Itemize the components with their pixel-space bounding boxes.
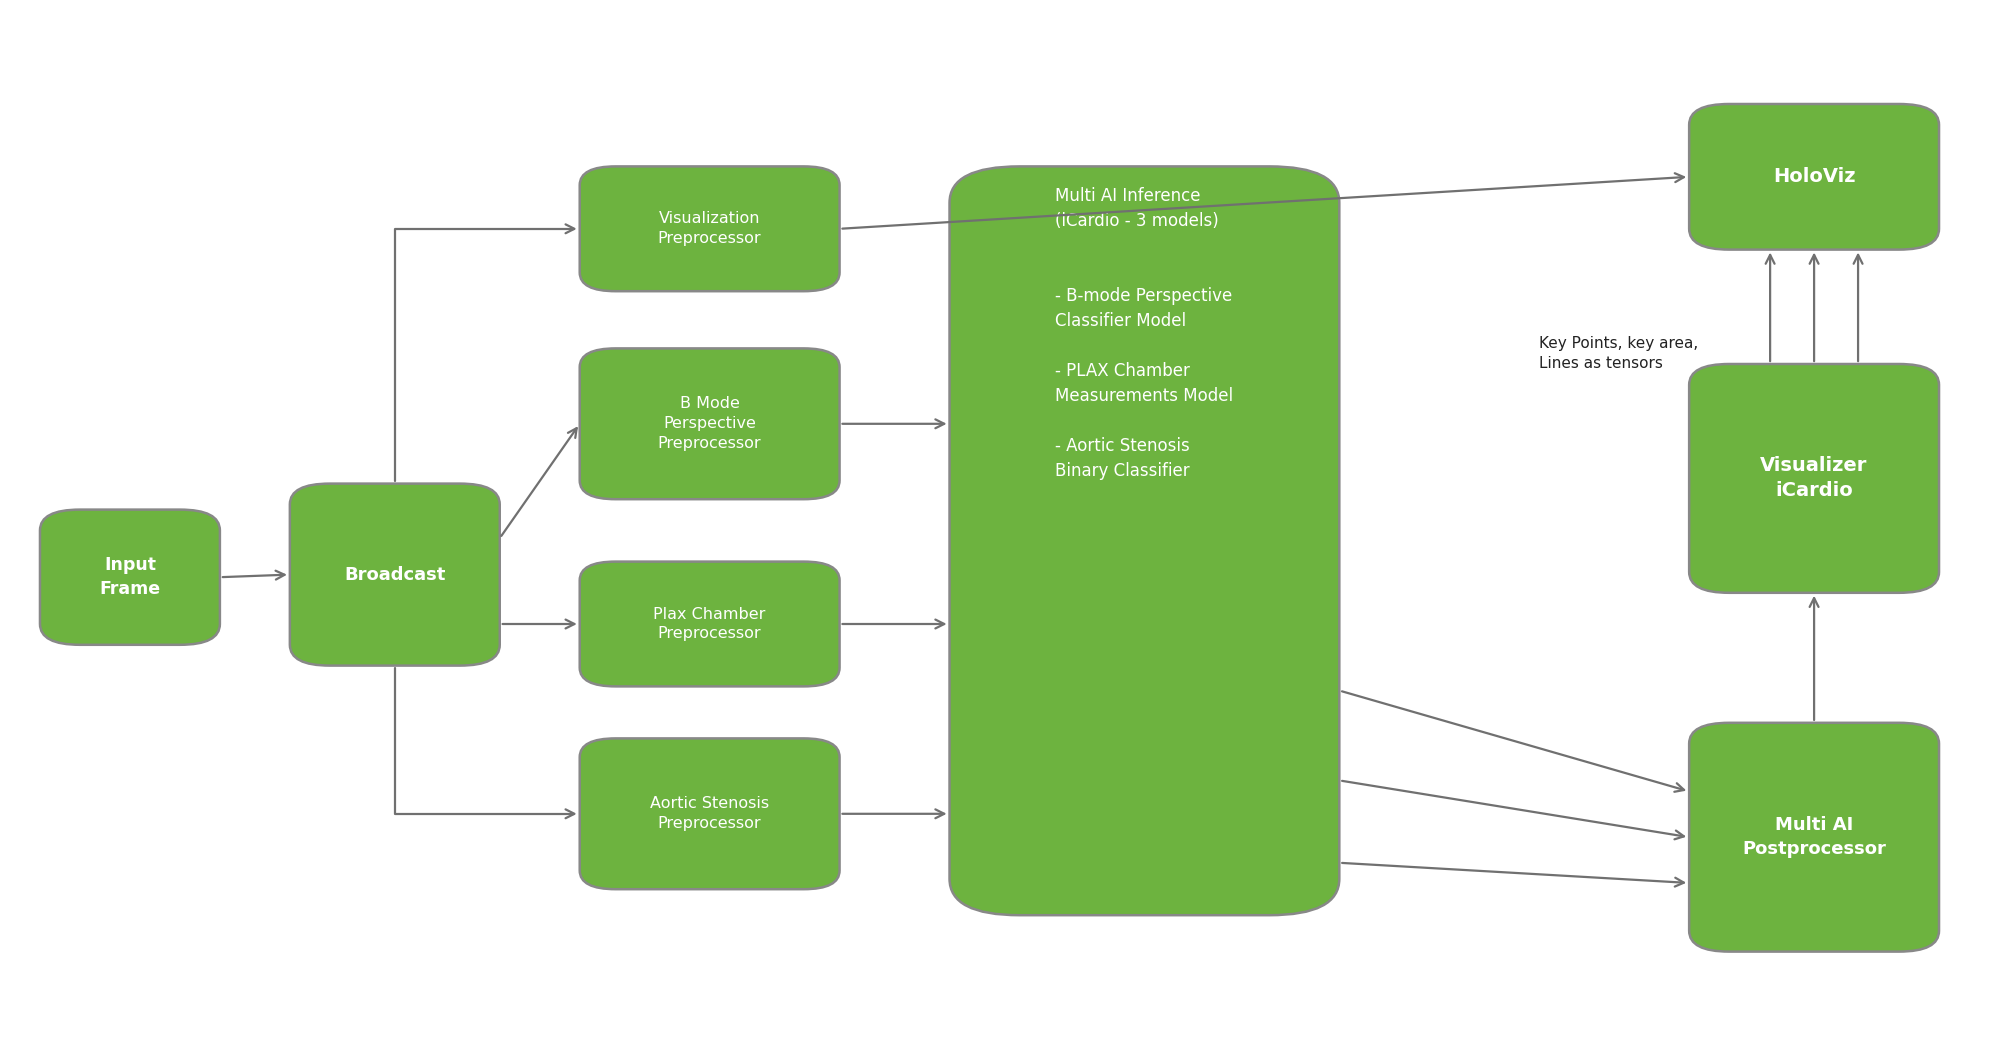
FancyBboxPatch shape [579, 166, 839, 291]
Text: Aortic Stenosis
Preprocessor: Aortic Stenosis Preprocessor [649, 797, 769, 831]
Text: Broadcast: Broadcast [344, 566, 446, 583]
Text: Multi AI Inference
(iCardio - 3 models)


- B-mode Perspective
Classifier Model
: Multi AI Inference (iCardio - 3 models) … [1055, 187, 1233, 480]
Text: Visualization
Preprocessor: Visualization Preprocessor [657, 211, 761, 246]
FancyBboxPatch shape [40, 510, 220, 645]
FancyBboxPatch shape [1688, 723, 1938, 952]
FancyBboxPatch shape [949, 166, 1339, 915]
FancyBboxPatch shape [1688, 104, 1938, 250]
FancyBboxPatch shape [579, 562, 839, 686]
Text: Input
Frame: Input Frame [100, 556, 160, 598]
FancyBboxPatch shape [579, 738, 839, 889]
Text: Multi AI
Postprocessor: Multi AI Postprocessor [1742, 816, 1884, 858]
FancyBboxPatch shape [1688, 364, 1938, 593]
Text: Visualizer
iCardio: Visualizer iCardio [1760, 457, 1866, 500]
Text: B Mode
Perspective
Preprocessor: B Mode Perspective Preprocessor [657, 396, 761, 451]
Text: Plax Chamber
Preprocessor: Plax Chamber Preprocessor [653, 606, 765, 642]
FancyBboxPatch shape [290, 484, 500, 666]
Text: Key Points, key area,
Lines as tensors: Key Points, key area, Lines as tensors [1538, 336, 1698, 371]
Text: HoloViz: HoloViz [1772, 167, 1854, 186]
FancyBboxPatch shape [579, 348, 839, 499]
